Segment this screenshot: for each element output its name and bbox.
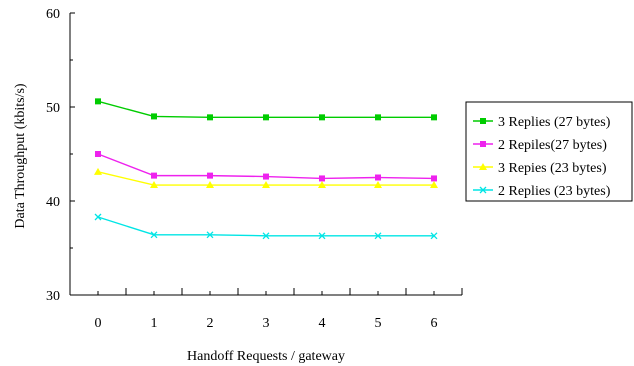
y-axis-title: Data Throughput (kbits/s) [13, 83, 28, 229]
y-tick-label: 50 [46, 101, 60, 116]
x-tick-label: 0 [95, 316, 102, 331]
x-tick-label: 6 [431, 316, 438, 331]
legend-swatch-marker [480, 141, 486, 147]
data-point [151, 172, 157, 179]
data-point [94, 167, 102, 175]
legend-box [465, 101, 633, 202]
data-point [95, 151, 101, 157]
data-point [431, 114, 437, 121]
legend-label: 2 Replies (23 bytes) [498, 184, 611, 199]
x-tick-label: 1 [151, 316, 158, 331]
legend-label: 3 Replies (27 bytes) [498, 115, 611, 130]
y-tick-label: 60 [46, 7, 60, 22]
data-point [374, 232, 382, 240]
legend: 3 Replies (27 bytes) 2 Repiles(27 bytes) 3… [465, 101, 633, 202]
data-point [207, 172, 213, 179]
data-point [318, 232, 326, 240]
legend-item: 3 Repies (23 bytes) [473, 161, 607, 176]
data-point [263, 114, 269, 121]
data-point [263, 173, 269, 180]
data-point [318, 181, 326, 189]
data-point [430, 232, 438, 240]
series-3 [94, 167, 438, 189]
data-point [430, 181, 438, 189]
data-point [262, 181, 270, 189]
y-tick-label: 30 [46, 289, 60, 304]
x-tick-label: 3 [263, 316, 270, 331]
x-tick-label: 4 [319, 316, 326, 331]
series-line [97, 216, 434, 237]
x-tick-label: 2 [207, 316, 214, 331]
data-point [206, 181, 214, 189]
data-point [262, 232, 270, 240]
series-2 [95, 151, 437, 182]
data-point [206, 231, 214, 239]
legend-label: 3 Repies (23 bytes) [498, 161, 607, 176]
x-tick-label: 5 [375, 316, 382, 331]
legend-swatch-marker [479, 163, 487, 170]
legend-swatch-marker [479, 186, 487, 194]
data-point [150, 231, 158, 239]
y-tick-label: 40 [46, 195, 60, 210]
data-point [375, 174, 381, 181]
data-point [207, 114, 213, 121]
x-axis-title: Handoff Requests / gateway [187, 349, 345, 364]
legend-swatch-marker [480, 118, 486, 124]
legend-item: 2 Repiles(27 bytes) [473, 138, 607, 153]
data-point [374, 181, 382, 189]
data-point [319, 175, 325, 182]
data-point [319, 114, 325, 121]
series-1 [95, 98, 437, 121]
data-point [95, 98, 101, 105]
legend-label: 2 Repiles(27 bytes) [498, 138, 607, 153]
axes: 30 40 50 60 0 1 2 3 4 5 6 [46, 7, 463, 331]
data-point [150, 181, 158, 189]
data-point [151, 113, 157, 120]
series-layer [94, 98, 438, 240]
series-4 [94, 213, 438, 240]
legend-item: 3 Replies (27 bytes) [473, 115, 611, 130]
legend-item: 2 Replies (23 bytes) [473, 184, 611, 199]
data-point [94, 213, 102, 221]
data-point [375, 114, 381, 121]
data-point [431, 175, 437, 182]
